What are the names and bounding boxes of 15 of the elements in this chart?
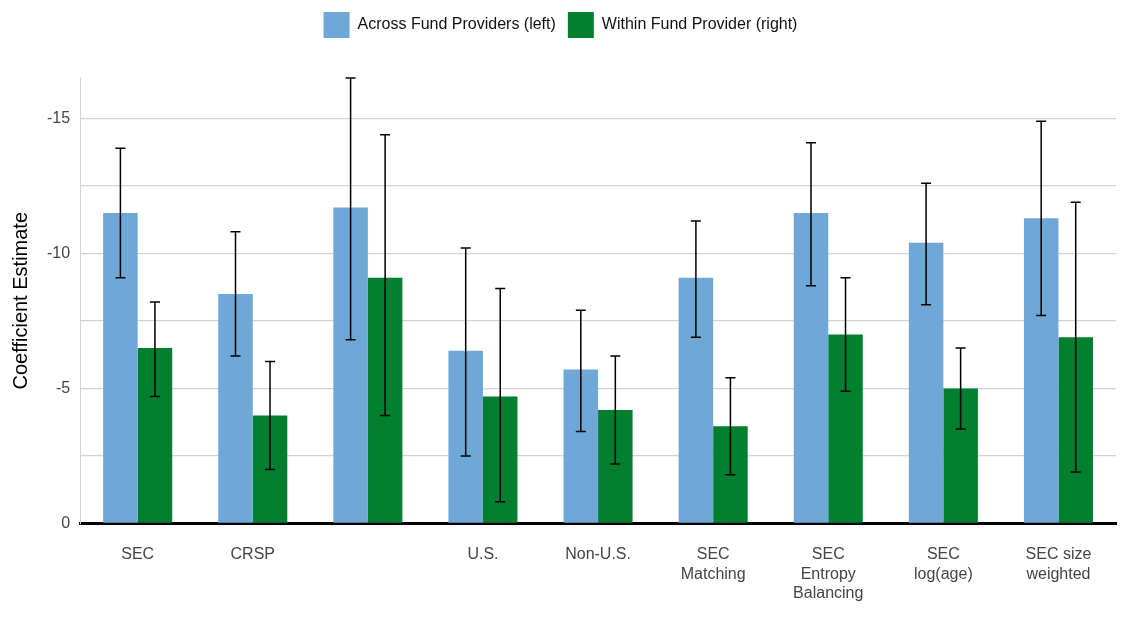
y-axis-title: Coefficient Estimate (8, 211, 31, 390)
x-tick-label: SEC (121, 545, 155, 563)
x-tick-label: SEC Matching (680, 545, 746, 582)
legend-label: Within Fund Provider (right) (601, 15, 798, 33)
x-tick-label: SEC Entropy Balancing (793, 545, 864, 601)
y-tick-label: -5 (55, 378, 71, 396)
y-tick-label: 0 (61, 513, 71, 531)
legend-label: Across Fund Providers (left) (357, 15, 556, 33)
y-tick-label: -15 (47, 108, 71, 126)
x-tick-label: U.S. (467, 545, 499, 563)
x-tick-label: Non-U.S. (565, 545, 631, 563)
x-tick-label: CRSP (230, 545, 275, 563)
x-tick-label: SEC size weighted (1025, 545, 1092, 582)
x-tick-label: SEC log(age) (914, 545, 973, 582)
y-tick-label: -10 (47, 243, 71, 261)
